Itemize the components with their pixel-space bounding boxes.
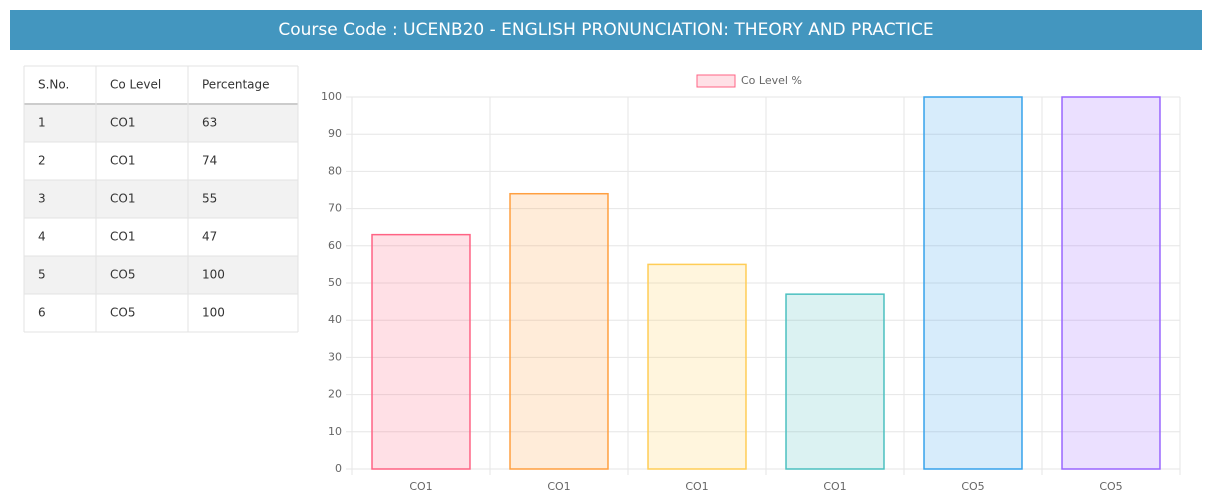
table-cell: 100 — [202, 306, 225, 320]
table-row — [24, 104, 298, 142]
y-tick-label: 50 — [328, 276, 342, 289]
table-row — [24, 294, 298, 332]
table-row — [24, 218, 298, 256]
header-title: Course Code : UCENB20 - ENGLISH PRONUNCI… — [278, 20, 933, 40]
y-tick-label: 100 — [321, 90, 342, 103]
y-tick-label: 30 — [328, 350, 342, 363]
y-tick-label: 0 — [335, 462, 342, 475]
x-tick-label: CO1 — [547, 480, 570, 493]
table-row — [24, 142, 298, 180]
bar — [371, 233, 471, 470]
table-cell: CO1 — [110, 230, 135, 244]
x-tick-label: CO5 — [1099, 480, 1122, 493]
table-cell: 55 — [202, 192, 217, 206]
bar — [509, 192, 609, 470]
table-header — [24, 66, 298, 104]
x-tick-label: CO1 — [685, 480, 708, 493]
header-bar — [10, 10, 1202, 50]
table-cell: CO5 — [110, 268, 135, 282]
bar — [1061, 96, 1161, 470]
table-cell: 74 — [202, 154, 217, 168]
table-cell: 2 — [38, 154, 46, 168]
table-cell: 4 — [38, 230, 46, 244]
column-header: Percentage — [202, 78, 270, 92]
table-cell: 100 — [202, 268, 225, 282]
table-cell: CO5 — [110, 306, 135, 320]
y-tick-label: 40 — [328, 313, 342, 326]
table-cell: 63 — [202, 116, 217, 130]
y-tick-label: 70 — [328, 202, 342, 215]
y-tick-label: 60 — [328, 239, 342, 252]
table-cell: 47 — [202, 230, 217, 244]
table-cell: CO1 — [110, 154, 135, 168]
x-tick-label: CO1 — [823, 480, 846, 493]
table-cell: CO1 — [110, 192, 135, 206]
y-tick-label: 80 — [328, 164, 342, 177]
column-header: S.No. — [38, 78, 69, 92]
table-cell: 1 — [38, 116, 46, 130]
table-row — [24, 256, 298, 294]
bar — [647, 263, 747, 470]
table-cell: CO1 — [110, 116, 135, 130]
column-header: Co Level — [110, 78, 161, 92]
x-tick-label: CO1 — [409, 480, 432, 493]
legend-label: Co Level % — [741, 74, 802, 87]
x-tick-label: CO5 — [961, 480, 984, 493]
y-tick-label: 90 — [328, 127, 342, 140]
table-cell: 5 — [38, 268, 46, 282]
y-tick-label: 20 — [328, 388, 342, 401]
bar — [785, 293, 885, 470]
bar — [923, 96, 1023, 470]
y-tick-label: 10 — [328, 425, 342, 438]
table-cell: 6 — [38, 306, 46, 320]
table-row — [24, 180, 298, 218]
table-cell: 3 — [38, 192, 46, 206]
legend-swatch — [696, 74, 736, 88]
